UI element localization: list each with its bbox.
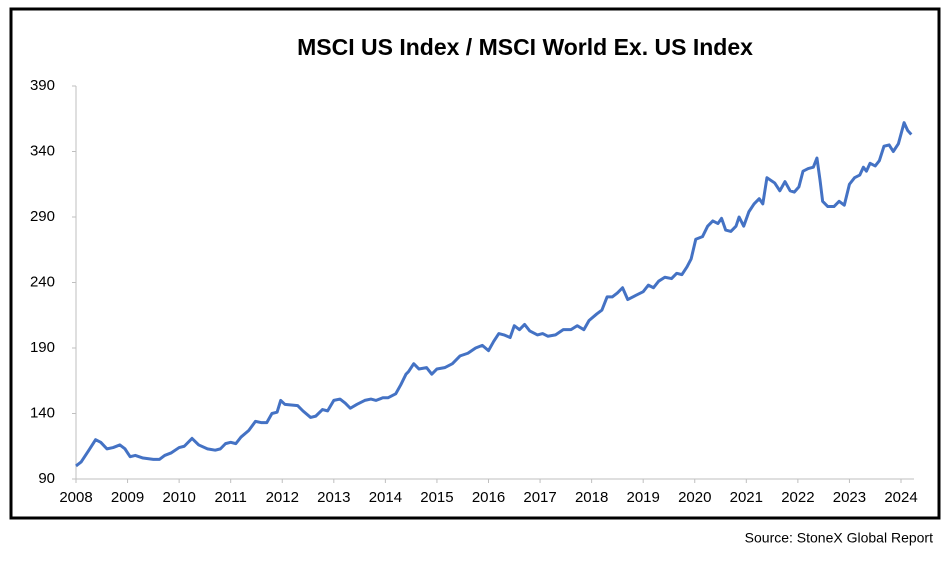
chart-title: MSCI US Index / MSCI World Ex. US Index	[297, 34, 753, 60]
x-tick-label: 2019	[627, 489, 660, 506]
y-tick-label: 340	[30, 142, 55, 159]
x-tick-label: 2015	[420, 489, 453, 506]
y-tick-label: 240	[30, 273, 55, 290]
x-tick-label: 2008	[59, 489, 92, 506]
x-tick-label: 2010	[162, 489, 195, 506]
x-tick-label: 2012	[266, 489, 299, 506]
x-tick-label: 2014	[369, 489, 402, 506]
x-tick-label: 2021	[730, 489, 763, 506]
data-line	[75, 121, 913, 468]
y-tick-label: 290	[30, 208, 55, 225]
y-tick-label: 140	[30, 404, 55, 421]
x-tick-label: 2023	[833, 489, 866, 506]
y-tick-label: 190	[30, 339, 55, 356]
x-tick-label: 2020	[678, 489, 711, 506]
x-tick-label: 2022	[781, 489, 814, 506]
x-tick-label: 2017	[523, 489, 556, 506]
x-tick-label: 2018	[575, 489, 608, 506]
x-tick-label: 2016	[472, 489, 505, 506]
source-note: Source: StoneX Global Report	[745, 530, 933, 546]
x-tick-label: 2009	[111, 489, 144, 506]
x-tick-label: 2011	[215, 489, 247, 506]
y-tick-label: 90	[38, 470, 55, 487]
x-tick-label: 2013	[317, 489, 350, 506]
y-tick-label: 390	[30, 77, 55, 94]
chart-frame	[9, 7, 941, 520]
x-tick-label: 2024	[884, 489, 917, 506]
